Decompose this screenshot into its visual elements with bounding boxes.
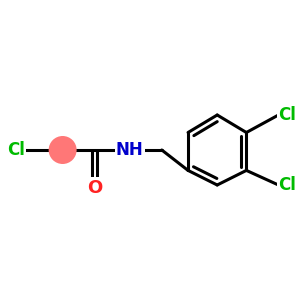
Text: NH: NH	[116, 141, 144, 159]
Circle shape	[49, 136, 76, 164]
Text: Cl: Cl	[278, 106, 296, 124]
Text: Cl: Cl	[7, 141, 25, 159]
Text: Cl: Cl	[278, 176, 296, 194]
Text: O: O	[87, 179, 102, 197]
